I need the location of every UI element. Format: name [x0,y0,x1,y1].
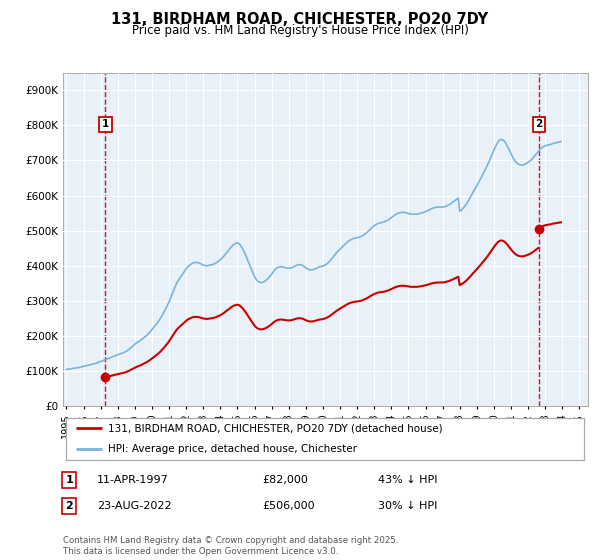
Text: 1: 1 [65,475,73,485]
Text: 43% ↓ HPI: 43% ↓ HPI [378,475,437,485]
Text: Contains HM Land Registry data © Crown copyright and database right 2025.
This d: Contains HM Land Registry data © Crown c… [63,536,398,556]
Text: 11-APR-1997: 11-APR-1997 [97,475,169,485]
Text: 30% ↓ HPI: 30% ↓ HPI [378,501,437,511]
Text: HPI: Average price, detached house, Chichester: HPI: Average price, detached house, Chic… [107,444,356,454]
Text: £82,000: £82,000 [263,475,308,485]
Text: 131, BIRDHAM ROAD, CHICHESTER, PO20 7DY (detached house): 131, BIRDHAM ROAD, CHICHESTER, PO20 7DY … [107,423,442,433]
Text: 2: 2 [535,119,543,129]
FancyBboxPatch shape [65,418,584,460]
Text: 2: 2 [65,501,73,511]
Text: 1: 1 [102,119,109,129]
Text: £506,000: £506,000 [263,501,315,511]
Text: 23-AUG-2022: 23-AUG-2022 [97,501,172,511]
Text: Price paid vs. HM Land Registry's House Price Index (HPI): Price paid vs. HM Land Registry's House … [131,24,469,36]
Text: 131, BIRDHAM ROAD, CHICHESTER, PO20 7DY: 131, BIRDHAM ROAD, CHICHESTER, PO20 7DY [112,12,488,27]
